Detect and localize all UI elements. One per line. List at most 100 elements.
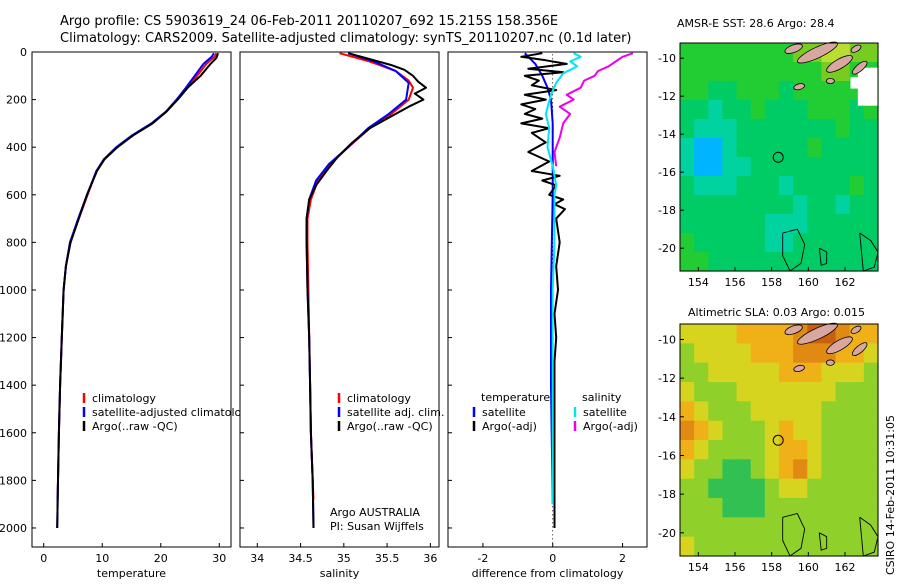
temperature-ytick-label: 2000	[0, 522, 27, 535]
sst_map-cell	[708, 233, 724, 253]
sst_map-cell	[736, 176, 752, 196]
sst_map-cell	[835, 100, 851, 120]
sla_map-cell	[750, 362, 766, 383]
sla_map-ytick-label: -14	[658, 411, 676, 424]
sla_map-cell	[821, 498, 837, 518]
sst_map-cell	[736, 157, 752, 177]
sst_map-cell	[680, 81, 695, 101]
sst_map-cell	[835, 81, 851, 101]
sla_map-cell	[793, 382, 808, 402]
sla_map-cell	[750, 324, 766, 344]
sla_map-cell	[863, 324, 879, 344]
sst-map-panel: 154 156 158 160 162 -10 -12 -14 -16 -18 -20	[658, 41, 879, 289]
sst_map-cell	[779, 195, 794, 215]
salinity-legend-climatology: climatology	[347, 392, 411, 405]
difference-series-line	[520, 52, 568, 528]
sst_map-cell	[764, 195, 780, 215]
sst_map-cell	[849, 214, 865, 234]
temperature-ytick-label: 600	[6, 189, 27, 202]
sst_map-cell	[680, 100, 695, 120]
sla_map-cell	[863, 420, 879, 441]
sla_map-cell	[722, 382, 738, 402]
salinity-xtick-label: 35.5	[375, 552, 400, 565]
sst_map-cell	[680, 195, 695, 215]
sst_map-cell	[722, 81, 738, 101]
sla_map-cell	[708, 382, 724, 402]
salinity-legend-satellite: satellite adj. clim.	[347, 406, 444, 419]
sst_map-cell	[821, 252, 837, 272]
sla_map-cell	[835, 382, 851, 402]
sla_map-cell	[821, 517, 837, 538]
sst_map-cell	[736, 233, 752, 253]
temperature-xtick-label: 0	[40, 552, 47, 565]
sst_map-ytick-label: -18	[658, 204, 676, 217]
sst_map-island-coastline	[851, 60, 868, 75]
salinity-xtick-label: 36	[423, 552, 437, 565]
sst_map-cell	[736, 138, 752, 158]
sla_map-cell	[849, 401, 865, 422]
sla_map-cell	[680, 440, 695, 460]
sla_map-cell	[722, 536, 738, 557]
sla_map-cell	[750, 459, 766, 480]
sst_map-cell	[722, 138, 738, 158]
sst_map-cell	[736, 43, 752, 63]
difference-plot-frame	[447, 51, 648, 548]
salinity-series-line	[305, 52, 427, 529]
sst_map-island-coastline	[850, 44, 862, 53]
sst_map-cell	[779, 119, 794, 139]
sla_map-cell	[736, 343, 752, 364]
sla_map-cell	[708, 343, 724, 364]
temperature-ytick-label: 0	[20, 46, 27, 59]
sst_map-cell	[694, 119, 709, 139]
sst_map-cell	[779, 157, 794, 177]
sst_map-cell	[764, 138, 780, 158]
sla_map-cell	[793, 536, 808, 557]
difference-legend-temperature-title: temperature	[481, 391, 550, 404]
temperature-xlabel: temperature	[97, 567, 166, 580]
sst_map-cell	[708, 138, 724, 158]
sla_map-reef-coastline	[782, 512, 806, 557]
sst_map-cell	[849, 176, 865, 196]
sst_map-island-coastline	[825, 77, 835, 85]
difference-legend-temp-satellite: satellite	[482, 406, 526, 419]
difference-legend-sal-argo: Argo(-adj)	[583, 420, 638, 433]
salinity-xtick-label: 35	[337, 552, 351, 565]
sst_map-cell	[750, 214, 766, 234]
sla_map-cell	[694, 440, 709, 460]
sst_map-cell	[849, 119, 865, 139]
sst-missing-data	[857, 67, 878, 106]
sst_map-ytick-label: -10	[658, 52, 676, 65]
sla_map-cell	[779, 498, 794, 518]
sst_map-cell	[708, 43, 724, 63]
sst_map-island-coastline	[784, 43, 803, 54]
sla_map-cell	[793, 420, 808, 441]
sst-missing-data	[850, 77, 862, 89]
sla_map-reef-coastline	[818, 532, 828, 551]
sst_map-cell	[849, 252, 865, 272]
sst_map-cell	[793, 138, 808, 158]
sla_map-cell	[793, 478, 808, 499]
sst_map-cell	[821, 214, 837, 234]
sst_map-reef-coastline	[782, 228, 806, 272]
sst_map-cell	[863, 195, 879, 215]
sla_map-cell	[807, 420, 823, 441]
sla_map-cell	[807, 382, 823, 402]
sla_map-island-coastline	[851, 342, 868, 357]
difference-xtick-label: 0	[549, 552, 556, 565]
sla_map-cell	[694, 536, 709, 557]
sst_map-cell	[807, 214, 823, 234]
sla_map-cell	[680, 401, 695, 422]
sla_map-cell	[863, 343, 879, 364]
sla_map-cell	[722, 420, 738, 441]
temperature-series-line	[56, 52, 220, 529]
sst_map-cell	[793, 176, 808, 196]
sst_map-cell	[708, 62, 724, 82]
sla_map-cell	[764, 362, 780, 383]
sla_map-cell	[849, 517, 865, 538]
sla_map-cell	[807, 498, 823, 518]
sla_map-cell	[736, 440, 752, 460]
sla_map-cell	[722, 440, 738, 460]
sla_map-cell	[764, 420, 780, 441]
temperature-xtick-label: 20	[154, 552, 168, 565]
sla_map-island-coastline	[825, 359, 835, 366]
